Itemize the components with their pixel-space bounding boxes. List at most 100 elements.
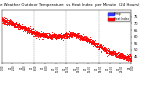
Point <box>112 50 115 52</box>
Point <box>106 53 109 54</box>
Point <box>86 39 89 41</box>
Point <box>81 38 83 39</box>
Point <box>61 34 63 36</box>
Point <box>36 31 39 32</box>
Point <box>98 44 101 46</box>
Point <box>88 40 91 41</box>
Point <box>7 21 10 22</box>
Point <box>96 45 98 46</box>
Point <box>117 52 119 53</box>
Point <box>7 23 9 24</box>
Point <box>39 34 41 36</box>
Point <box>60 36 63 37</box>
Point <box>74 33 76 35</box>
Point <box>68 34 71 36</box>
Point <box>126 59 129 61</box>
Point <box>101 46 104 47</box>
Point <box>39 32 42 34</box>
Point <box>37 32 40 33</box>
Point <box>73 33 76 35</box>
Point <box>81 38 83 39</box>
Point <box>127 57 129 58</box>
Point <box>19 26 22 28</box>
Point <box>57 34 59 36</box>
Point <box>51 34 54 35</box>
Point <box>47 36 50 38</box>
Point <box>56 36 58 38</box>
Point <box>114 56 117 57</box>
Point <box>72 34 74 35</box>
Point <box>5 21 8 23</box>
Point <box>110 50 112 52</box>
Point <box>27 30 29 31</box>
Point <box>41 33 44 34</box>
Point <box>53 33 55 34</box>
Point <box>12 24 15 25</box>
Point <box>50 35 52 37</box>
Point <box>62 36 64 37</box>
Point <box>29 25 31 27</box>
Point <box>64 33 66 34</box>
Point <box>52 33 55 35</box>
Point <box>89 38 92 40</box>
Point <box>119 56 121 58</box>
Point <box>106 47 109 49</box>
Point <box>70 33 72 35</box>
Point <box>13 25 16 27</box>
Point <box>75 33 77 34</box>
Point <box>76 32 79 33</box>
Point <box>66 33 68 34</box>
Point <box>118 55 120 57</box>
Point <box>105 51 108 52</box>
Point <box>6 22 9 23</box>
Point <box>52 34 54 36</box>
Point <box>40 33 43 34</box>
Point <box>115 54 117 56</box>
Point <box>29 32 32 33</box>
Point <box>22 28 24 29</box>
Point <box>81 38 84 39</box>
Point <box>48 35 50 36</box>
Point <box>54 36 56 38</box>
Point <box>95 46 97 47</box>
Point <box>30 31 33 32</box>
Point <box>42 36 44 38</box>
Point <box>16 25 18 26</box>
Point <box>11 20 14 21</box>
Point <box>97 45 100 46</box>
Point <box>98 46 101 48</box>
Point <box>4 23 7 25</box>
Point <box>55 35 58 37</box>
Point <box>42 35 45 37</box>
Point <box>50 35 53 37</box>
Point <box>17 25 20 27</box>
Point <box>36 33 38 35</box>
Point <box>56 37 58 39</box>
Point <box>107 49 109 51</box>
Point <box>37 36 40 37</box>
Point <box>22 27 24 29</box>
Point <box>30 33 32 34</box>
Point <box>41 35 44 37</box>
Point <box>60 37 63 38</box>
Point <box>125 57 127 59</box>
Point <box>9 23 11 24</box>
Point <box>77 33 80 34</box>
Point <box>12 24 15 25</box>
Point <box>6 21 8 22</box>
Point <box>65 34 68 35</box>
Point <box>125 59 127 61</box>
Point <box>117 57 120 58</box>
Point <box>13 26 15 28</box>
Point <box>126 53 128 55</box>
Point <box>21 25 24 26</box>
Point <box>12 23 15 24</box>
Point <box>63 37 66 38</box>
Point <box>110 54 112 56</box>
Point <box>3 20 5 22</box>
Point <box>13 23 16 24</box>
Point <box>28 30 30 31</box>
Point <box>75 34 77 36</box>
Point <box>116 52 119 54</box>
Point <box>90 39 92 40</box>
